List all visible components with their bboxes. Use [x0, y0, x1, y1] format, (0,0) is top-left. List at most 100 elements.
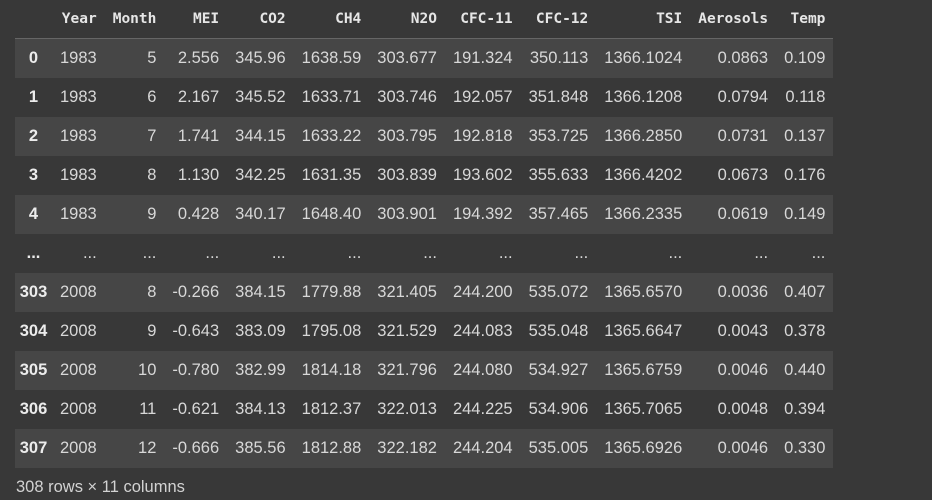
cell-year: 1983 [52, 38, 105, 78]
cell-n2o: ... [369, 234, 445, 273]
cell-month: 8 [104, 273, 165, 312]
row-index: 1 [15, 78, 52, 117]
cell-temp: 0.149 [776, 195, 834, 234]
cell-mei: -0.643 [164, 312, 228, 351]
cell-ch4: ... [293, 234, 370, 273]
column-header-tsi: TSI [596, 0, 691, 39]
cell-year: 2008 [52, 429, 105, 468]
cell-tsi: 1366.1208 [596, 78, 691, 117]
cell-year: 2008 [52, 390, 105, 429]
cell-cfc-11: 244.225 [444, 390, 521, 429]
cell-cfc-12: 535.048 [520, 312, 597, 351]
cell-aerosols: 0.0731 [690, 117, 777, 156]
cell-co2: 342.25 [227, 156, 294, 195]
cell-cfc-12: 353.725 [520, 117, 597, 156]
cell-temp: ... [776, 234, 834, 273]
column-header-ch4: CH4 [293, 0, 370, 39]
cell-temp: 0.378 [776, 312, 834, 351]
cell-aerosols: 0.0619 [690, 195, 777, 234]
cell-month: 9 [104, 195, 165, 234]
cell-month: 5 [104, 38, 165, 78]
row-index: 3 [15, 156, 52, 195]
cell-mei: 1.130 [164, 156, 228, 195]
cell-cfc-11: ... [444, 234, 521, 273]
dataframe-shape-caption: 308 rows × 11 columns [16, 478, 185, 496]
cell-tsi: 1365.6759 [596, 351, 691, 390]
header-row: Year Month MEI CO2 CH4 N2O CFC-11 CFC-12 TSI Aero… [15, 0, 834, 39]
column-header-n2o: N2O [369, 0, 445, 39]
cell-temp: 0.440 [776, 351, 834, 390]
cell-month: 10 [104, 351, 165, 390]
table-row: 1 1983 6 2.167 345.52 1633.71 303.746 192.057 35… [15, 78, 834, 117]
row-index: 305 [15, 351, 52, 390]
cell-cfc-11: 194.392 [444, 195, 521, 234]
row-index: 304 [15, 312, 52, 351]
cell-aerosols: ... [690, 234, 777, 273]
cell-temp: 0.330 [776, 429, 834, 468]
cell-tsi: 1366.2335 [596, 195, 691, 234]
cell-mei: 1.741 [164, 117, 228, 156]
row-index: 306 [15, 390, 52, 429]
cell-ch4: 1795.08 [293, 312, 370, 351]
cell-year: 1983 [52, 78, 105, 117]
cell-aerosols: 0.0046 [690, 351, 777, 390]
cell-co2: 345.96 [227, 38, 294, 78]
cell-month: 8 [104, 156, 165, 195]
cell-mei: 2.556 [164, 38, 228, 78]
table-row: 305 2008 10 -0.780 382.99 1814.18 321.796 244.0… [15, 351, 834, 390]
table-row: 304 2008 9 -0.643 383.09 1795.08 321.529 244.08… [15, 312, 834, 351]
cell-ch4: 1812.37 [293, 390, 370, 429]
cell-ch4: 1779.88 [293, 273, 370, 312]
table-row: 0 1983 5 2.556 345.96 1638.59 303.677 191.324 35… [15, 38, 834, 78]
cell-month: 6 [104, 78, 165, 117]
cell-cfc-12: 350.113 [520, 38, 597, 78]
cell-mei: ... [164, 234, 228, 273]
cell-cfc-11: 193.602 [444, 156, 521, 195]
cell-cfc-11: 191.324 [444, 38, 521, 78]
cell-tsi: 1365.7065 [596, 390, 691, 429]
cell-cfc-11: 192.057 [444, 78, 521, 117]
cell-mei: 0.428 [164, 195, 228, 234]
cell-cfc-11: 192.818 [444, 117, 521, 156]
cell-temp: 0.118 [776, 78, 834, 117]
cell-aerosols: 0.0036 [690, 273, 777, 312]
cell-month: 7 [104, 117, 165, 156]
cell-tsi: 1365.6926 [596, 429, 691, 468]
cell-co2: 383.09 [227, 312, 294, 351]
cell-n2o: 322.182 [369, 429, 445, 468]
cell-year: 2008 [52, 351, 105, 390]
cell-co2: 384.15 [227, 273, 294, 312]
cell-tsi: 1366.1024 [596, 38, 691, 78]
row-index: 0 [15, 38, 52, 78]
column-header-cfc-12: CFC-12 [520, 0, 597, 39]
table-body: 0 1983 5 2.556 345.96 1638.59 303.677 191.324 35… [15, 38, 834, 468]
cell-ch4: 1812.88 [293, 429, 370, 468]
cell-cfc-11: 244.083 [444, 312, 521, 351]
cell-year: ... [52, 234, 105, 273]
cell-mei: -0.780 [164, 351, 228, 390]
cell-n2o: 321.405 [369, 273, 445, 312]
cell-ch4: 1631.35 [293, 156, 370, 195]
cell-cfc-12: 534.906 [520, 390, 597, 429]
cell-mei: -0.666 [164, 429, 228, 468]
cell-co2: 382.99 [227, 351, 294, 390]
column-header-month: Month [104, 0, 165, 39]
cell-n2o: 321.796 [369, 351, 445, 390]
cell-co2: 345.52 [227, 78, 294, 117]
cell-cfc-12: 535.005 [520, 429, 597, 468]
cell-year: 2008 [52, 273, 105, 312]
cell-temp: 0.394 [776, 390, 834, 429]
row-index: 303 [15, 273, 52, 312]
cell-cfc-12: 357.465 [520, 195, 597, 234]
row-index: 2 [15, 117, 52, 156]
cell-tsi: 1366.2850 [596, 117, 691, 156]
column-header-aerosols: Aerosols [690, 0, 777, 39]
cell-aerosols: 0.0794 [690, 78, 777, 117]
cell-month: 12 [104, 429, 165, 468]
cell-cfc-11: 244.204 [444, 429, 521, 468]
cell-co2: 384.13 [227, 390, 294, 429]
cell-ch4: 1638.59 [293, 38, 370, 78]
cell-tsi: 1366.4202 [596, 156, 691, 195]
cell-n2o: 303.746 [369, 78, 445, 117]
cell-co2: 340.17 [227, 195, 294, 234]
